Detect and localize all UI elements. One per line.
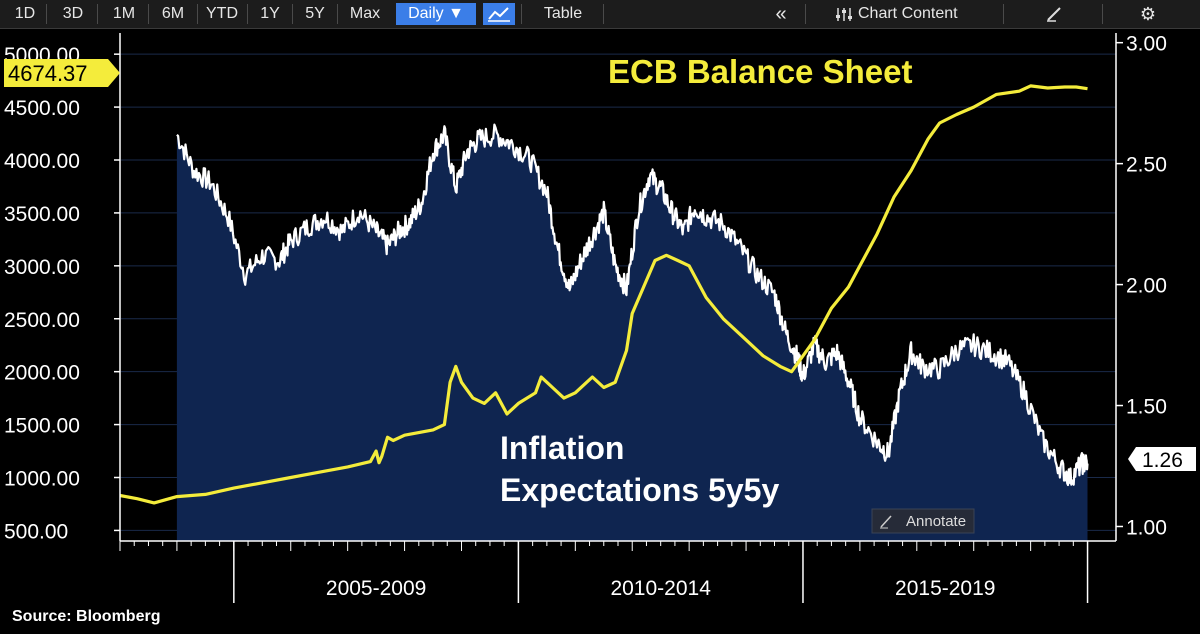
left-tick-label: 2500.00 [4,309,80,332]
right-tick-label: 2.00 [1126,275,1167,298]
table-button[interactable]: Table [543,5,583,22]
range-1y-button[interactable]: 1Y [260,5,280,22]
left-current-value: 4674.37 [8,61,88,86]
x-axis-ticks: 2005-2009 2010-2014 2015-2019 [119,541,1089,603]
toolbar-divider [1102,4,1103,24]
toolbar-divider [521,4,522,24]
double-chevron-left-icon[interactable]: « [775,3,787,25]
toolbar-divider [292,4,293,24]
annotate-button[interactable]: Annotate [871,508,975,534]
range-1m-button[interactable]: 1M [112,5,136,22]
toolbar-divider [337,4,338,24]
toolbar-divider [603,4,604,24]
inflation-series-annotation-line1: Inflation [500,430,624,466]
left-current-value-tag: 4674.37 [4,59,120,87]
left-tick-label: 500.00 [4,520,68,543]
source-note: Source: Bloomberg [12,608,161,625]
x-tick-label: 2015-2019 [895,577,995,600]
toolbar-divider [1003,4,1004,24]
x-tick-label: 2005-2009 [326,577,426,600]
chart-content-button[interactable]: Chart Content [858,5,958,22]
inflation-series-annotation-line2: Expectations 5y5y [500,472,779,508]
left-tick-label: 4500.00 [4,97,80,120]
toolbar-divider [148,4,149,24]
toolbar-divider [805,4,806,24]
right-current-value-tag: 1.26 [1128,447,1196,472]
toolbar-divider [247,4,248,24]
left-tick-label: 4000.00 [4,150,80,173]
right-tick-label: 2.50 [1126,154,1167,177]
right-current-value: 1.26 [1142,449,1183,472]
annotate-label: Annotate [906,513,966,530]
left-tick-label: 3500.00 [4,203,80,226]
range-1d-button[interactable]: 1D [14,5,36,22]
line-chart-icon[interactable] [483,3,515,25]
pencil-icon [880,515,892,529]
range-6m-button[interactable]: 6M [161,5,185,22]
toolbar-divider [46,4,47,24]
range-5y-button[interactable]: 5Y [305,5,325,22]
right-axis-ticks: 3.00 2.50 2.00 1.50 1.00 [1116,33,1167,539]
toolbar-divider [97,4,98,24]
edit-icon[interactable] [1042,3,1066,25]
left-tick-label: 2000.00 [4,362,80,385]
ecb-series-line [119,84,1088,505]
right-tick-label: 1.50 [1126,396,1167,419]
toolbar-divider [197,4,198,24]
chart-toolbar: 1D 3D 1M 6M YTD 1Y 5Y Max Daily ▼ Table … [0,0,1200,29]
range-ytd-button[interactable]: YTD [206,5,238,22]
right-tick-label: 1.00 [1126,516,1167,539]
inflation-series-line [176,123,1089,487]
left-tick-label: 3000.00 [4,256,80,279]
left-tick-label: 1500.00 [4,415,80,438]
left-tick-label: 1000.00 [4,468,80,491]
right-tick-label: 3.00 [1126,33,1167,56]
sliders-icon[interactable] [832,3,856,25]
ecb-series-annotation: ECB Balance Sheet [608,53,912,90]
chart-canvas: 5000.004500.004000.003500.003000.002500.… [0,29,1200,607]
frequency-dropdown[interactable]: Daily ▼ [396,3,476,25]
range-3d-button[interactable]: 3D [62,5,84,22]
range-max-button[interactable]: Max [349,5,381,22]
gear-icon[interactable]: ⚙ [1139,4,1157,24]
x-tick-label: 2010-2014 [610,577,711,600]
